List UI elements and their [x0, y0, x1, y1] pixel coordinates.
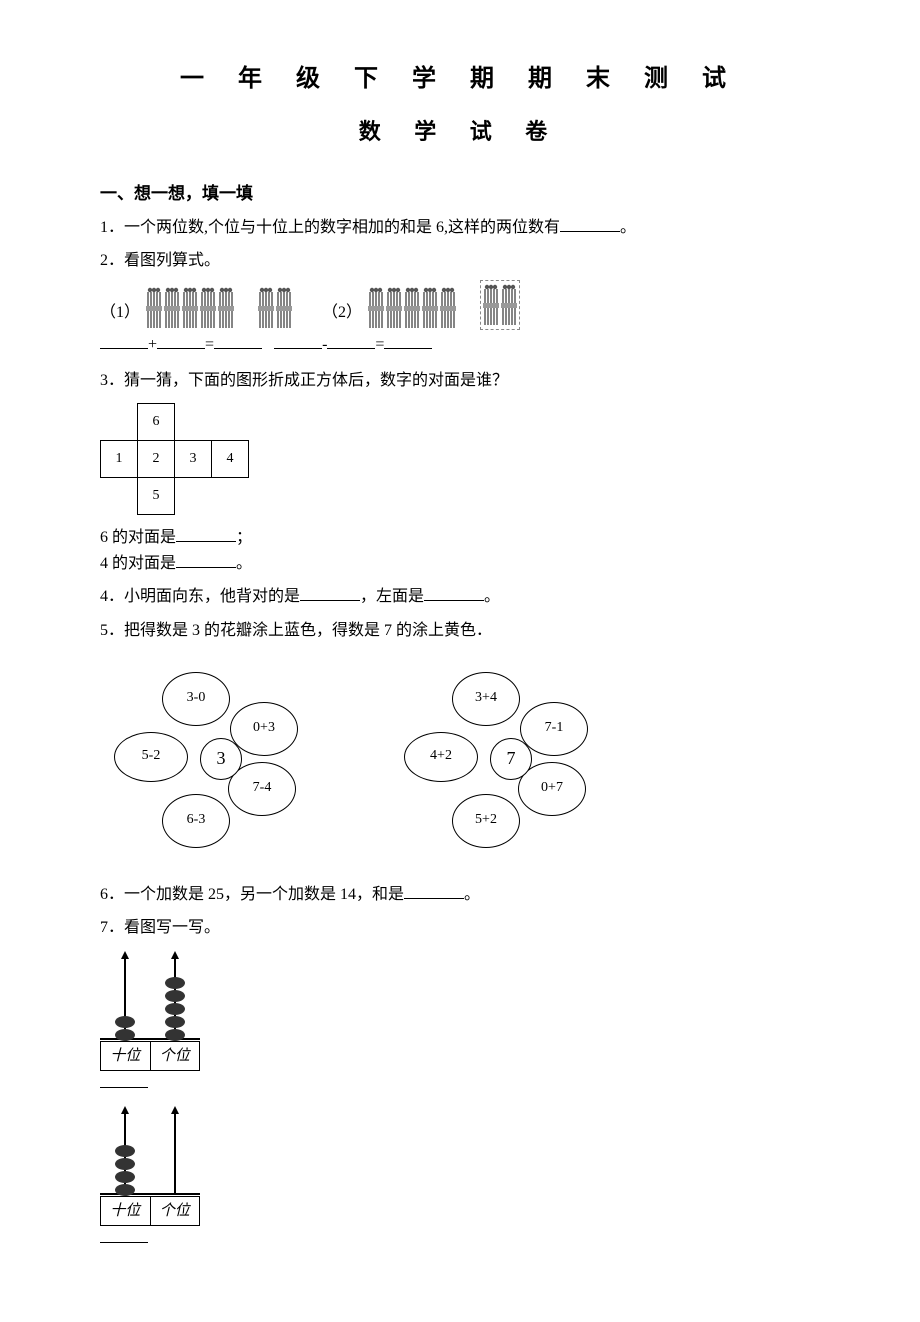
- net-cell-4: 4: [212, 441, 249, 478]
- q3-line1-prefix: 6 的对面是: [100, 529, 176, 546]
- stick-bundle-icon: [368, 286, 384, 330]
- flower1-petal-2[interactable]: 5-2: [114, 732, 188, 782]
- q2-figure-row: （1） （2）: [100, 280, 820, 330]
- flower2-petal-0[interactable]: 3+4: [452, 672, 520, 726]
- abacus2-labels: 十位 个位: [100, 1196, 200, 1226]
- q2-p1-group2: [258, 286, 292, 330]
- stick-bundle-icon: [501, 283, 517, 327]
- abacus-1: 十位 个位: [100, 951, 820, 1097]
- stick-bundle-icon: [386, 286, 402, 330]
- section-1-heading: 一、想一想，填一填: [100, 180, 820, 207]
- abacus2-tens-label: 十位: [101, 1197, 151, 1225]
- q2-intro: 2．看图列算式。: [100, 248, 820, 274]
- flower1-petal-4[interactable]: 6-3: [162, 794, 230, 848]
- abacus2-svg: [100, 1106, 200, 1196]
- q2-eq1-c[interactable]: [214, 332, 262, 349]
- q2-eq2-b[interactable]: [327, 332, 375, 349]
- stick-bundle-icon: [258, 286, 274, 330]
- stick-bundle-icon: [440, 286, 456, 330]
- q2-equations: += -=: [100, 332, 820, 358]
- question-2: 2．看图列算式。 （1） （2） += -=: [100, 248, 820, 357]
- stick-bundle-icon: [146, 286, 162, 330]
- q3-line1: 6 的对面是 ；: [100, 525, 820, 551]
- question-5: 5．把得数是 3 的花瓣涂上蓝色，得数是 7 的涂上黄色． 3-0 0+3 5-…: [100, 618, 820, 858]
- flower-1: 3-0 0+3 5-2 7-4 6-3 3: [100, 658, 340, 858]
- page-title-main: 一 年 级 下 学 期 期 末 测 试: [100, 60, 820, 98]
- q2-p1-group1: [146, 286, 234, 330]
- net-cell-1: 1: [101, 441, 138, 478]
- q6-prefix: 6．一个加数是 25，另一个加数是 14，和是: [100, 886, 404, 903]
- question-4: 4．小明面向东，他背对的是 ，左面是 。: [100, 584, 820, 610]
- abacus1-svg: [100, 951, 200, 1041]
- q2-eq2-a[interactable]: [274, 332, 322, 349]
- stick-bundle-icon: [404, 286, 420, 330]
- flower1-center: 3: [200, 738, 242, 780]
- question-6: 6．一个加数是 25，另一个加数是 14，和是 。: [100, 882, 820, 908]
- net-cell-6: 6: [138, 404, 175, 441]
- cube-net-figure: 6 1 2 3 4 5: [100, 403, 820, 515]
- flowers-row: 3-0 0+3 5-2 7-4 6-3 3 3+4 7-1 4+2 0+7 5+…: [100, 658, 820, 858]
- stick-bundle-icon: [182, 286, 198, 330]
- q2-eq2-c[interactable]: [384, 332, 432, 349]
- flower2-center: 7: [490, 738, 532, 780]
- net-cell-2: 2: [138, 441, 175, 478]
- q3-intro: 3．猜一猜，下面的图形折成正方体后，数字的对面是谁？: [100, 368, 820, 394]
- abacus1-tens-label: 十位: [101, 1042, 151, 1070]
- q2-eq1-op: +: [148, 336, 157, 353]
- question-7: 7．看图写一写。 十位 个位 十位 个位: [100, 915, 820, 1252]
- stick-bundle-icon: [200, 286, 216, 330]
- abacus1-answer-blank[interactable]: [100, 1071, 148, 1088]
- q5-intro: 5．把得数是 3 的花瓣涂上蓝色，得数是 7 的涂上黄色．: [100, 618, 820, 644]
- flower1-petal-1[interactable]: 0+3: [230, 702, 298, 756]
- abacus1-labels: 十位 个位: [100, 1041, 200, 1071]
- q1-prefix: 1．一个两位数,个位与十位上的数字相加的和是 6,这样的两位数有: [100, 219, 560, 236]
- q2-eq2-eq: =: [375, 336, 384, 353]
- q2-eq1-b[interactable]: [157, 332, 205, 349]
- q2-eq1-eq: =: [205, 336, 214, 353]
- q6-suffix: 。: [464, 886, 480, 903]
- abacus2-answer-blank[interactable]: [100, 1226, 148, 1243]
- q3-line1-suffix: ；: [236, 529, 252, 546]
- q1-blank[interactable]: [560, 215, 620, 232]
- q7-intro: 7．看图写一写。: [100, 915, 820, 941]
- q2-part1-label: （1）: [100, 300, 140, 326]
- abacus2-ones-label: 个位: [151, 1197, 200, 1225]
- net-cell-3: 3: [175, 441, 212, 478]
- q4-blank1[interactable]: [300, 584, 360, 601]
- flower-2: 3+4 7-1 4+2 0+7 5+2 7: [390, 658, 630, 858]
- abacus-2: 十位 个位: [100, 1106, 820, 1252]
- page-title-sub: 数 学 试 卷: [100, 114, 820, 149]
- stick-bundle-icon: [483, 283, 499, 327]
- question-3: 3．猜一猜，下面的图形折成正方体后，数字的对面是谁？ 6 1 2 3 4 5: [100, 368, 820, 577]
- q2-eq1-a[interactable]: [100, 332, 148, 349]
- q4-blank2[interactable]: [424, 584, 484, 601]
- flower2-petal-4[interactable]: 5+2: [452, 794, 520, 848]
- q3-line2-suffix: 。: [236, 555, 252, 572]
- net-cell-5: 5: [138, 478, 175, 515]
- abacus1-ones-label: 个位: [151, 1042, 200, 1070]
- q6-blank[interactable]: [404, 882, 464, 899]
- q3-blank2[interactable]: [176, 551, 236, 568]
- flower2-petal-2[interactable]: 4+2: [404, 732, 478, 782]
- flower1-petal-0[interactable]: 3-0: [162, 672, 230, 726]
- q2-p2-dotted-group: [480, 280, 520, 330]
- stick-bundle-icon: [218, 286, 234, 330]
- q2-p2-group1: [368, 286, 456, 330]
- q4-suffix: 。: [484, 588, 500, 605]
- q3-line2: 4 的对面是 。: [100, 551, 820, 577]
- q4-prefix: 4．小明面向东，他背对的是: [100, 588, 300, 605]
- stick-bundle-icon: [422, 286, 438, 330]
- question-1: 1．一个两位数,个位与十位上的数字相加的和是 6,这样的两位数有 。: [100, 215, 820, 241]
- q1-suffix: 。: [620, 219, 636, 236]
- q4-mid: ，左面是: [360, 588, 424, 605]
- stick-bundle-icon: [164, 286, 180, 330]
- q2-part2-label: （2）: [322, 300, 362, 326]
- flower2-petal-1[interactable]: 7-1: [520, 702, 588, 756]
- q3-blank1[interactable]: [176, 525, 236, 542]
- stick-bundle-icon: [276, 286, 292, 330]
- q3-line2-prefix: 4 的对面是: [100, 555, 176, 572]
